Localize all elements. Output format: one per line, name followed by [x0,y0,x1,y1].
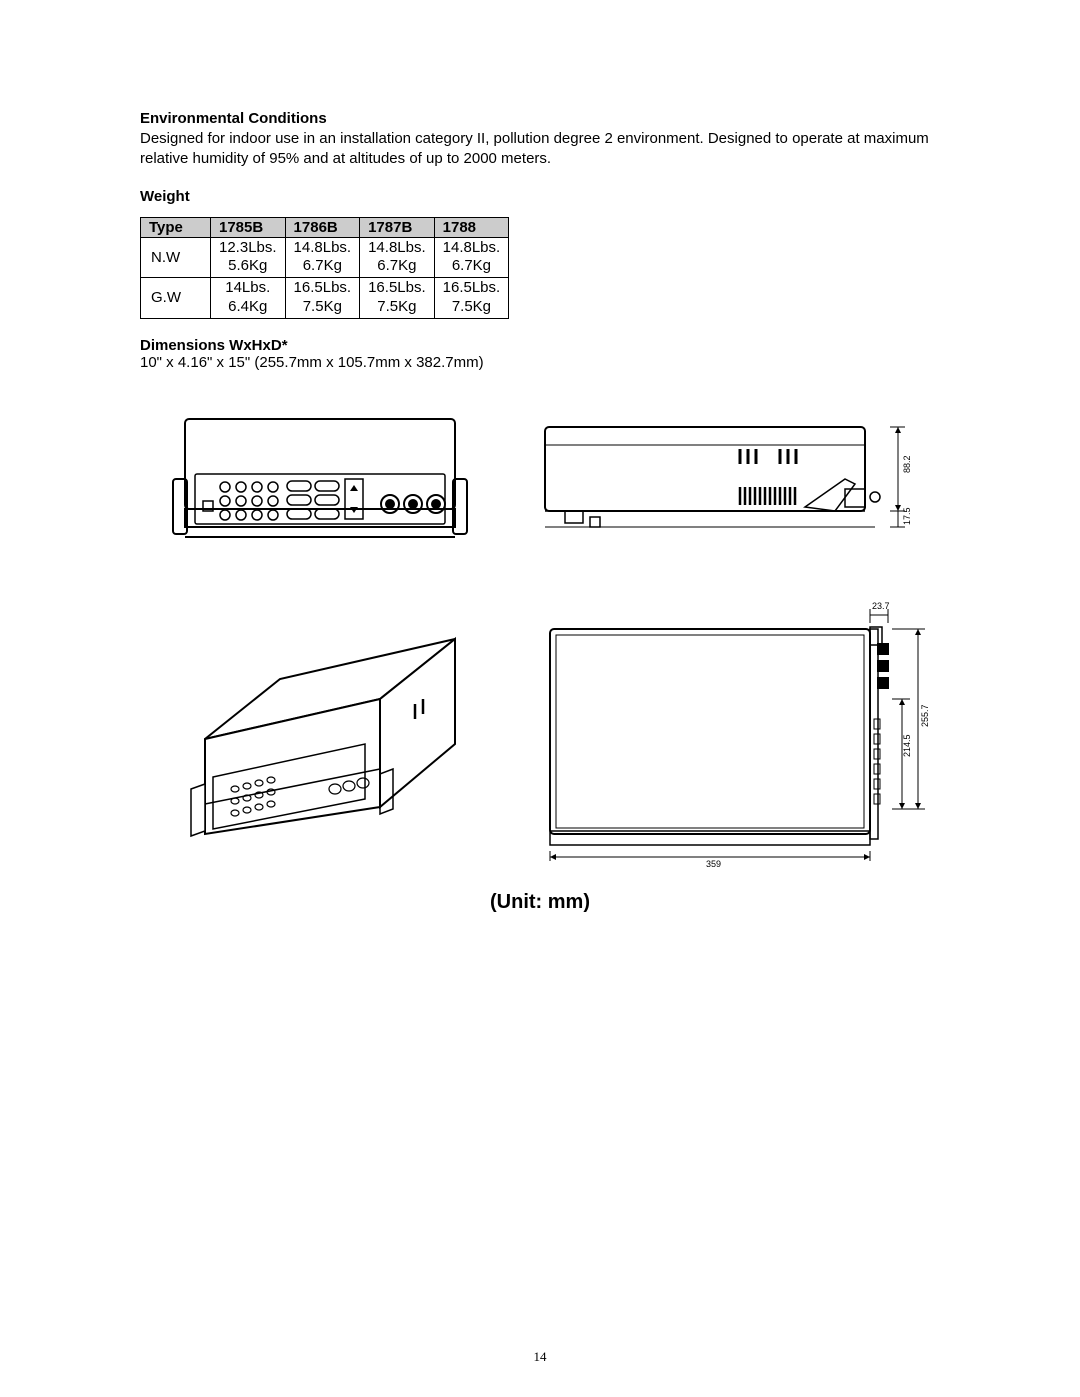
table-row: G.W14Lbs.6.4Kg16.5Lbs.7.5Kg16.5Lbs.7.5Kg… [141,278,509,319]
cell: 14.8Lbs.6.7Kg [285,237,360,278]
th-1788: 1788 [434,217,509,237]
dim-bracket: 23.7 [872,601,890,611]
dim-outer-w: 255.7 [920,704,930,727]
weight-table: Type 1785B 1786B 1787B 1788 N.W12.3Lbs.5… [140,217,509,319]
drawing-iso [140,599,500,869]
top-view-svg: 359 23.7 214.5 255.7 [530,599,940,869]
side-view-svg: 88.2 17.5 [535,409,935,559]
drawing-front [140,409,500,559]
cell: 16.5Lbs.7.5Kg [360,278,435,319]
cell: 14.8Lbs.6.7Kg [360,237,435,278]
cell: 16.5Lbs.7.5Kg [434,278,509,319]
table-row: N.W12.3Lbs.5.6Kg14.8Lbs.6.7Kg14.8Lbs.6.7… [141,237,509,278]
page-number: 14 [0,1349,1080,1365]
drawings-grid: 88.2 17.5 [140,409,940,869]
th-type: Type [141,217,211,237]
row-label: N.W [141,237,211,278]
weight-heading: Weight [140,188,940,205]
row-label: G.W [141,278,211,319]
dim-foot: 17.5 [902,507,912,525]
drawing-top: 359 23.7 214.5 255.7 [530,599,940,869]
dim-height: 88.2 [902,455,912,473]
unit-label: (Unit: mm) [140,891,940,914]
iso-view-svg [165,609,475,859]
dims-heading: Dimensions WxHxD* [140,337,940,354]
th-1786b: 1786B [285,217,360,237]
dims-text: 10" x 4.16" x 15" (255.7mm x 105.7mm x 3… [140,354,940,371]
env-heading: Environmental Conditions [140,110,940,127]
dim-inner-w: 214.5 [902,734,912,757]
env-body: Designed for indoor use in an installati… [140,129,940,170]
th-1785b: 1785B [211,217,286,237]
cell: 12.3Lbs.5.6Kg [211,237,286,278]
cell: 14.8Lbs.6.7Kg [434,237,509,278]
drawing-side: 88.2 17.5 [530,409,940,559]
dim-depth: 359 [706,859,721,869]
weight-table-body: N.W12.3Lbs.5.6Kg14.8Lbs.6.7Kg14.8Lbs.6.7… [141,237,509,318]
th-1787b: 1787B [360,217,435,237]
front-view-svg [165,409,475,559]
table-header-row: Type 1785B 1786B 1787B 1788 [141,217,509,237]
cell: 14Lbs.6.4Kg [211,278,286,319]
cell: 16.5Lbs.7.5Kg [285,278,360,319]
